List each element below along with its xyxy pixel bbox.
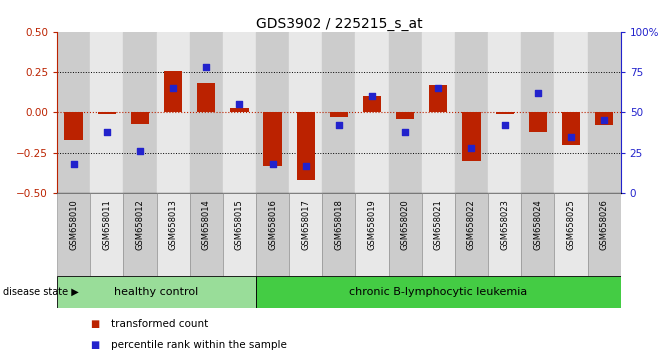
Bar	[422, 32, 455, 193]
Point	[532, 90, 543, 96]
Bar	[588, 32, 621, 193]
Bar	[131, 113, 149, 124]
Bar	[356, 32, 389, 193]
Bar	[455, 193, 488, 276]
Text: healthy control: healthy control	[114, 287, 199, 297]
Bar	[264, 113, 282, 166]
Bar	[363, 96, 381, 113]
Bar	[595, 113, 613, 125]
Point	[400, 129, 411, 135]
Point	[68, 161, 79, 167]
Title: GDS3902 / 225215_s_at: GDS3902 / 225215_s_at	[256, 17, 422, 31]
Point	[366, 93, 377, 99]
Bar	[156, 193, 190, 276]
Bar	[422, 193, 455, 276]
Bar	[57, 276, 256, 308]
Point	[466, 145, 477, 151]
Bar	[156, 32, 190, 193]
Text: ■: ■	[91, 319, 100, 329]
Bar	[64, 113, 83, 140]
Text: GSM658014: GSM658014	[202, 200, 211, 250]
Bar	[197, 84, 215, 113]
Bar	[57, 32, 90, 193]
Text: transformed count: transformed count	[111, 319, 208, 329]
Point	[101, 129, 112, 135]
Point	[267, 161, 278, 167]
Bar	[588, 193, 621, 276]
Text: GSM658022: GSM658022	[467, 200, 476, 250]
Text: GSM658020: GSM658020	[401, 200, 410, 250]
Bar	[230, 108, 248, 113]
Bar	[521, 193, 554, 276]
Bar	[123, 193, 156, 276]
Bar	[297, 113, 315, 180]
Bar	[90, 32, 123, 193]
Text: GSM658013: GSM658013	[168, 200, 178, 251]
Text: GSM658017: GSM658017	[301, 200, 310, 251]
Text: GSM658025: GSM658025	[566, 200, 576, 250]
Bar	[529, 113, 547, 132]
Bar	[98, 113, 116, 114]
Bar	[488, 32, 521, 193]
Point	[566, 134, 576, 139]
Bar	[488, 193, 521, 276]
Text: GSM658026: GSM658026	[600, 200, 609, 251]
Bar	[455, 32, 488, 193]
Bar	[389, 32, 422, 193]
Text: GSM658018: GSM658018	[334, 200, 344, 251]
Bar	[322, 32, 356, 193]
Text: GSM658019: GSM658019	[368, 200, 376, 250]
Text: GSM658012: GSM658012	[136, 200, 144, 250]
Text: GSM658024: GSM658024	[533, 200, 542, 250]
Bar	[190, 193, 223, 276]
Bar	[289, 193, 322, 276]
Bar	[90, 193, 123, 276]
Point	[135, 148, 146, 154]
Point	[234, 102, 245, 107]
Bar	[322, 193, 356, 276]
Text: GSM658015: GSM658015	[235, 200, 244, 250]
Text: chronic B-lymphocytic leukemia: chronic B-lymphocytic leukemia	[349, 287, 527, 297]
Point	[201, 64, 211, 70]
Point	[301, 163, 311, 169]
Bar	[256, 32, 289, 193]
Bar	[554, 193, 588, 276]
Text: GSM658016: GSM658016	[268, 200, 277, 251]
Text: GSM658021: GSM658021	[434, 200, 443, 250]
Bar	[164, 70, 183, 113]
Bar	[462, 113, 480, 161]
Point	[333, 122, 344, 128]
Text: GSM658023: GSM658023	[500, 200, 509, 251]
Bar	[289, 32, 322, 193]
Bar	[256, 193, 289, 276]
Text: ■: ■	[91, 340, 100, 350]
Bar	[190, 32, 223, 193]
Bar	[429, 85, 448, 113]
Bar	[256, 276, 621, 308]
Point	[499, 122, 510, 128]
Bar	[495, 113, 514, 114]
Bar	[396, 113, 414, 119]
Bar	[329, 113, 348, 117]
Bar	[123, 32, 156, 193]
Text: percentile rank within the sample: percentile rank within the sample	[111, 340, 287, 350]
Bar	[356, 193, 389, 276]
Bar	[223, 193, 256, 276]
Bar	[389, 193, 422, 276]
Bar	[223, 32, 256, 193]
Point	[433, 85, 444, 91]
Point	[599, 118, 609, 123]
Bar	[521, 32, 554, 193]
Text: GSM658011: GSM658011	[102, 200, 111, 250]
Text: disease state ▶: disease state ▶	[3, 287, 79, 297]
Bar	[562, 113, 580, 144]
Bar	[57, 193, 90, 276]
Bar	[554, 32, 588, 193]
Text: GSM658010: GSM658010	[69, 200, 78, 250]
Point	[168, 85, 178, 91]
